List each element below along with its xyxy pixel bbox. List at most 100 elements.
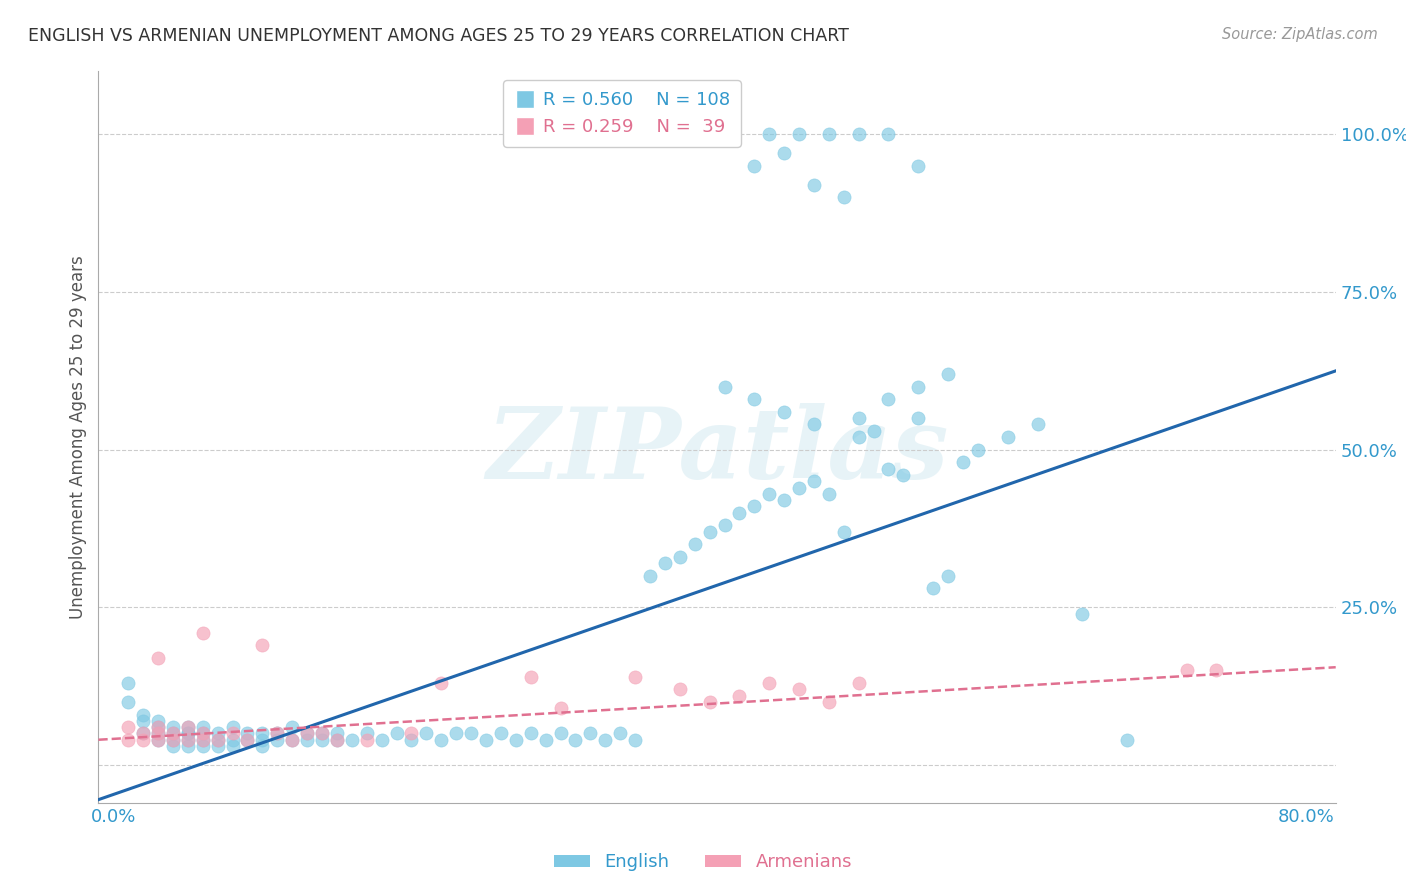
Point [132, 726, 155, 740]
Point [236, 726, 259, 740]
Point [191, 625, 214, 640]
Point [832, 524, 855, 539]
Point [787, 481, 810, 495]
Point [1205, 664, 1227, 678]
Point [848, 128, 870, 142]
Point [758, 487, 780, 501]
Point [654, 556, 676, 570]
Point [207, 739, 229, 753]
Point [668, 549, 690, 564]
Point [877, 461, 900, 475]
Point [311, 726, 333, 740]
Point [281, 720, 304, 734]
Point [758, 676, 780, 690]
Point [907, 411, 929, 425]
Point [907, 379, 929, 393]
Point [848, 430, 870, 444]
Point [444, 726, 467, 740]
Point [177, 720, 200, 734]
Point [221, 732, 243, 747]
Point [132, 726, 155, 740]
Y-axis label: Unemployment Among Ages 25 to 29 years: Unemployment Among Ages 25 to 29 years [69, 255, 87, 619]
Point [162, 726, 184, 740]
Point [191, 732, 214, 747]
Point [117, 720, 139, 734]
Point [922, 582, 945, 596]
Point [146, 714, 169, 728]
Point [207, 732, 229, 747]
Point [311, 732, 333, 747]
Point [744, 159, 766, 173]
Point [609, 726, 631, 740]
Point [877, 392, 900, 407]
Point [713, 518, 735, 533]
Point [385, 726, 408, 740]
Point [550, 701, 572, 715]
Text: ENGLISH VS ARMENIAN UNEMPLOYMENT AMONG AGES 25 TO 29 YEARS CORRELATION CHART: ENGLISH VS ARMENIAN UNEMPLOYMENT AMONG A… [28, 27, 849, 45]
Point [744, 392, 766, 407]
Point [370, 732, 392, 747]
Point [579, 726, 602, 740]
Point [638, 569, 661, 583]
Point [744, 500, 766, 514]
Point [117, 676, 139, 690]
Point [326, 732, 349, 747]
Point [295, 732, 318, 747]
Point [146, 726, 169, 740]
Point [162, 726, 184, 740]
Point [967, 442, 990, 457]
Point [997, 430, 1019, 444]
Point [550, 726, 572, 740]
Point [818, 695, 841, 709]
Point [505, 732, 527, 747]
Point [326, 732, 349, 747]
Point [489, 726, 512, 740]
Point [624, 732, 647, 747]
Point [221, 726, 243, 740]
Point [519, 726, 541, 740]
Point [177, 720, 200, 734]
Point [936, 367, 959, 381]
Point [877, 128, 900, 142]
Point [862, 424, 884, 438]
Point [326, 726, 349, 740]
Point [758, 128, 780, 142]
Point [593, 732, 616, 747]
Point [252, 739, 274, 753]
Point [787, 682, 810, 697]
Point [252, 732, 274, 747]
Point [624, 670, 647, 684]
Point [564, 732, 586, 747]
Point [773, 405, 796, 419]
Point [191, 739, 214, 753]
Point [401, 732, 423, 747]
Point [207, 732, 229, 747]
Point [818, 487, 841, 501]
Point [191, 726, 214, 740]
Point [117, 732, 139, 747]
Point [252, 726, 274, 740]
Point [266, 726, 288, 740]
Point [699, 524, 721, 539]
Point [832, 190, 855, 204]
Point [252, 638, 274, 652]
Point [117, 695, 139, 709]
Point [132, 714, 155, 728]
Point [177, 732, 200, 747]
Point [266, 726, 288, 740]
Point [311, 726, 333, 740]
Point [952, 455, 974, 469]
Point [699, 695, 721, 709]
Point [728, 506, 751, 520]
Point [1071, 607, 1094, 621]
Point [430, 732, 453, 747]
Point [191, 726, 214, 740]
Point [340, 732, 363, 747]
Point [236, 732, 259, 747]
Point [191, 732, 214, 747]
Point [773, 146, 796, 161]
Point [236, 732, 259, 747]
Point [668, 682, 690, 697]
Point [728, 689, 751, 703]
Text: ZIPatlas: ZIPatlas [486, 403, 948, 500]
